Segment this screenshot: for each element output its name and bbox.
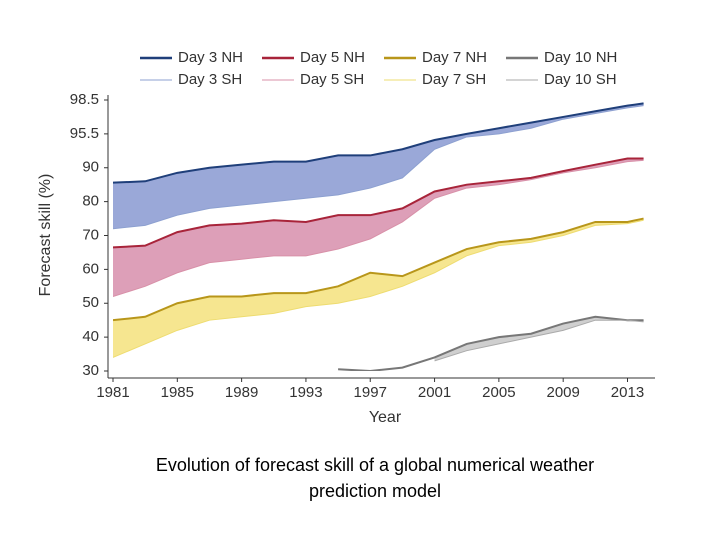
legend-label: Day 3 SH	[178, 71, 242, 88]
y-tick-label: 30	[82, 362, 99, 379]
series-line	[113, 159, 644, 297]
x-tick-label: 1989	[225, 384, 258, 401]
series-line	[113, 105, 644, 230]
series-line	[338, 315, 644, 371]
series-line	[113, 219, 644, 358]
x-axis-label: Year	[369, 409, 402, 426]
y-tick-label: 90	[82, 159, 99, 176]
legend-label: Day 10 NH	[544, 49, 617, 66]
legend-label: Day 3 NH	[178, 49, 243, 66]
series-line	[113, 157, 644, 249]
y-tick-label: 60	[82, 260, 99, 277]
legend-label: Day 10 SH	[544, 71, 617, 88]
x-tick-label: 1985	[161, 384, 194, 401]
x-tick-label: 2005	[482, 384, 515, 401]
y-tick-label: 40	[82, 328, 99, 345]
x-tick-label: 1997	[354, 384, 387, 401]
y-tick-label: 95.5	[70, 125, 99, 142]
x-tick-label: 1981	[96, 384, 129, 401]
series-line	[434, 319, 644, 362]
series-line	[113, 217, 644, 322]
band	[113, 218, 644, 358]
legend-label: Day 5 NH	[300, 49, 365, 66]
legend-label: Day 7 SH	[422, 71, 486, 88]
band	[434, 316, 644, 361]
plot-area	[113, 102, 644, 371]
y-axis-label: Forecast skill (%)	[37, 174, 54, 297]
series-line	[113, 102, 644, 184]
y-tick-label: 98.5	[70, 91, 99, 108]
caption: Evolution of forecast skill of a global …	[155, 455, 595, 501]
x-tick-label: 2013	[611, 384, 644, 401]
legend-label: Day 5 SH	[300, 71, 364, 88]
x-tick-label: 2009	[546, 384, 579, 401]
y-tick-label: 50	[82, 294, 99, 311]
band	[113, 103, 644, 229]
x-tick-label: 1993	[289, 384, 322, 401]
y-tick-label: 80	[82, 193, 99, 210]
legend-label: Day 7 NH	[422, 49, 487, 66]
y-tick-label: 70	[82, 226, 99, 243]
band	[113, 158, 644, 297]
x-tick-label: 2001	[418, 384, 451, 401]
